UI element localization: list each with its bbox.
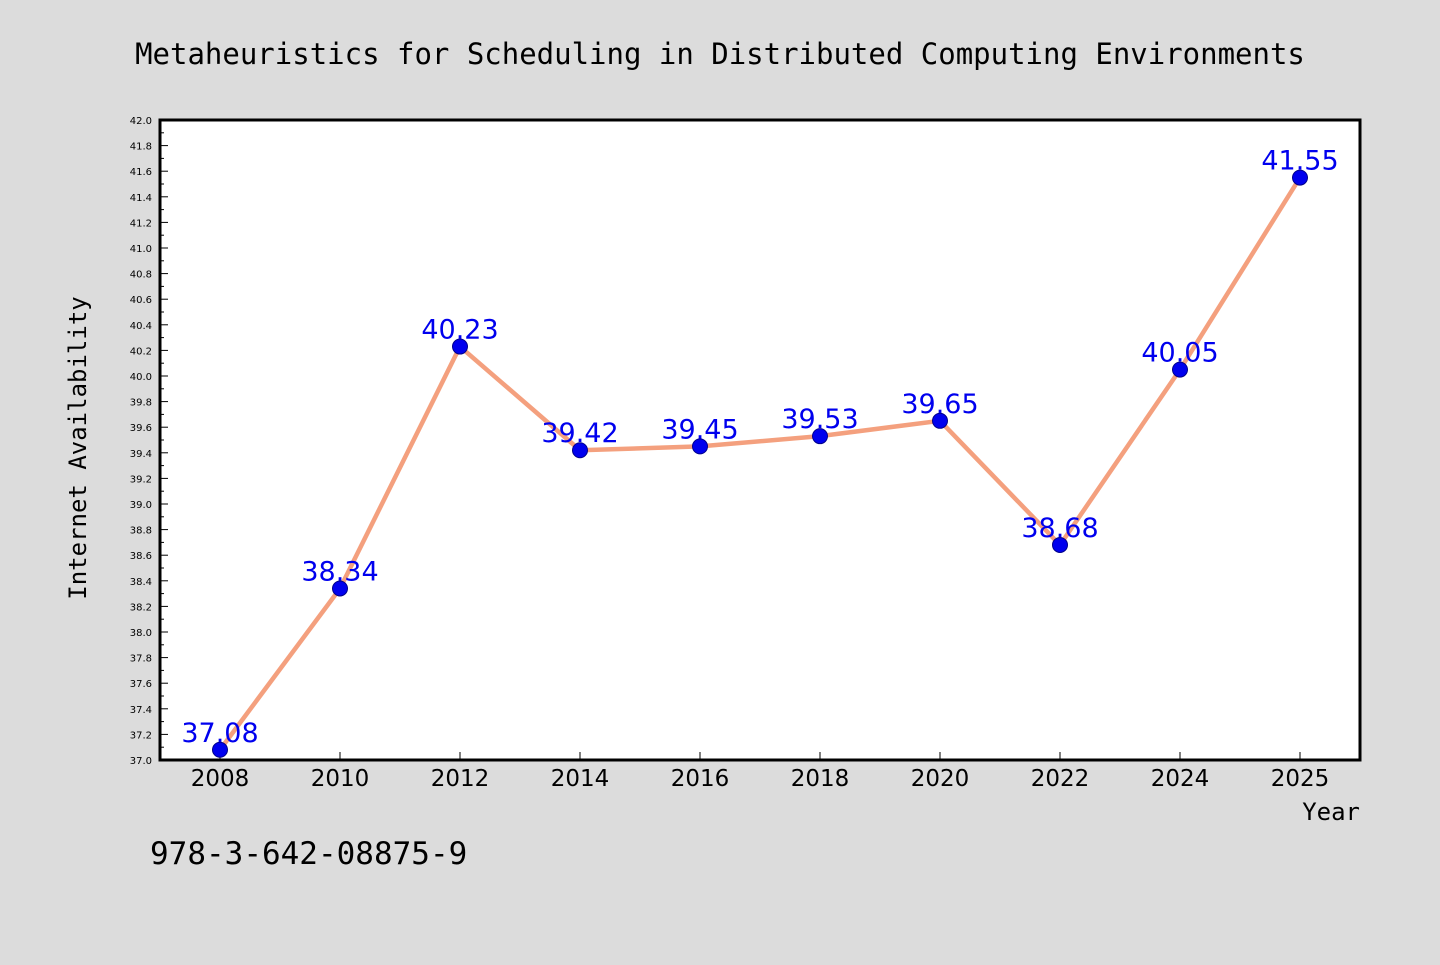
y-axis-ticks: 37.0 37.2 37.4 37.6 37.8 38.0 38.2 38.4 38.6 38.8…	[130, 116, 168, 767]
y-tick-label: 38.8	[130, 526, 152, 537]
y-tick-label: 40.6	[130, 295, 152, 306]
y-tick-label: 39.2	[130, 474, 152, 485]
data-point	[332, 580, 348, 597]
data-point	[692, 438, 708, 455]
y-tick-label: 38.2	[130, 602, 152, 613]
data-label: 40.05	[1141, 338, 1218, 369]
y-tick-label: 39.0	[130, 500, 152, 511]
y-tick-label: 39.4	[130, 449, 152, 460]
chart-title: Metaheuristics for Scheduling in Distrib…	[135, 37, 1305, 71]
y-tick-label: 40.8	[130, 270, 152, 281]
data-label: 39.53	[781, 404, 858, 435]
y-tick-label: 38.4	[130, 577, 152, 588]
y-tick-label: 37.8	[130, 654, 152, 665]
data-label: 41.55	[1261, 146, 1338, 177]
y-tick-label: 37.2	[130, 730, 152, 741]
data-label: 40.23	[421, 315, 498, 346]
y-tick-label: 40.4	[130, 321, 152, 332]
y-tick-label: 41.6	[130, 167, 152, 178]
y-tick-label: 41.0	[130, 244, 152, 255]
x-tick-label: 2022	[1031, 766, 1090, 792]
y-tick-label: 41.4	[130, 193, 152, 204]
x-tick-label: 2012	[431, 766, 490, 792]
data-point	[1292, 169, 1308, 186]
y-tick-label: 38.6	[130, 551, 152, 562]
x-tick-label: 2008	[191, 766, 250, 792]
x-tick-label: 2024	[1151, 766, 1210, 792]
data-label: 39.65	[901, 389, 978, 420]
y-tick-label: 38.0	[130, 628, 152, 639]
x-axis-ticks: 2008 2010 2012 2014 2016 2018 2020 2022 2024 2025	[191, 752, 1330, 792]
data-label: 38.34	[301, 556, 378, 587]
data-point	[932, 412, 948, 429]
x-tick-label: 2010	[311, 766, 370, 792]
y-tick-label: 39.6	[130, 423, 152, 434]
x-tick-label: 2018	[791, 766, 850, 792]
y-tick-label: 41.2	[130, 218, 152, 229]
data-point	[1052, 536, 1068, 553]
data-point	[812, 428, 828, 445]
data-label: 39.45	[661, 414, 738, 445]
x-axis-label: Year	[1302, 798, 1360, 826]
y-tick-label: 40.0	[130, 372, 152, 383]
y-tick-label: 37.4	[130, 705, 152, 716]
data-label: 38.68	[1021, 513, 1098, 544]
y-tick-label: 37.6	[130, 679, 152, 690]
x-tick-label: 2025	[1271, 766, 1330, 792]
x-tick-label: 2014	[551, 766, 610, 792]
isbn-text: 978-3-642-08875-9	[150, 836, 467, 872]
y-tick-label: 37.0	[130, 756, 152, 767]
x-tick-label: 2020	[911, 766, 970, 792]
data-point	[1172, 361, 1188, 378]
series-line	[217, 175, 1303, 753]
y-tick-label: 39.8	[130, 398, 152, 409]
y-tick-label: 40.2	[130, 346, 152, 357]
data-label: 39.42	[541, 418, 618, 449]
y-tick-label: 41.8	[130, 142, 152, 153]
y-tick-label: 42.0	[130, 116, 152, 127]
data-label: 37.08	[181, 718, 258, 749]
series-layer: 37.08 38.34 40.23 39.42 39.45 39.53 39.65 38.68…	[181, 146, 1339, 758]
data-point	[212, 741, 228, 758]
y-axis-label: Internet Availability	[64, 296, 92, 599]
data-point	[452, 338, 468, 355]
x-tick-label: 2016	[671, 766, 730, 792]
data-point	[572, 442, 588, 459]
